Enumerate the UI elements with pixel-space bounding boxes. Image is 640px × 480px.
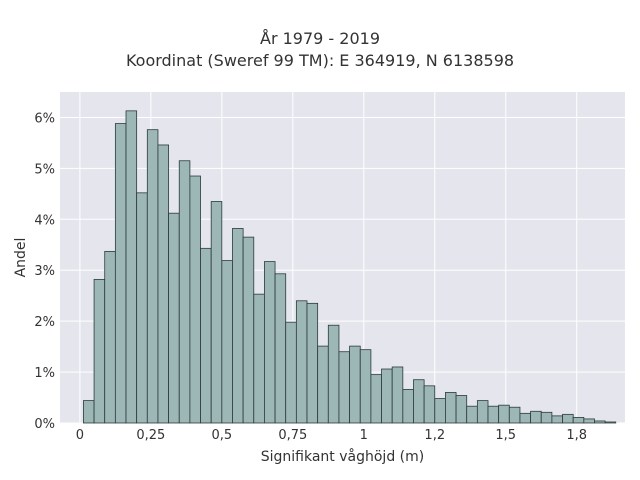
histogram-bar bbox=[232, 228, 244, 424]
histogram-bar bbox=[104, 250, 116, 424]
histogram-bar bbox=[487, 405, 500, 424]
y-tick-label: 4% bbox=[34, 213, 55, 228]
histogram-bar bbox=[508, 406, 521, 424]
histogram-bar bbox=[391, 366, 404, 424]
y-tick-label: 6% bbox=[34, 111, 55, 126]
y-axis-ticks: 0% 1% 2% 3% 4% 5% 6% bbox=[34, 111, 55, 432]
histogram-bar bbox=[317, 345, 329, 424]
histogram-bar bbox=[476, 400, 489, 424]
histogram-bar bbox=[519, 412, 531, 424]
y-tick-label: 3% bbox=[34, 264, 55, 279]
x-axis-label: Signifikant våghöjd (m) bbox=[261, 448, 424, 465]
histogram-bar bbox=[381, 368, 393, 424]
y-tick-label: 2% bbox=[34, 315, 55, 330]
y-tick-label: 1% bbox=[34, 366, 55, 381]
histogram-bar bbox=[146, 129, 159, 424]
x-axis-ticks: 0 0,25 0,5 0,75 1 1,2 1,5 1,8 bbox=[76, 428, 587, 443]
histogram-bar bbox=[583, 418, 595, 424]
histogram-bar bbox=[274, 273, 287, 424]
histogram-bar bbox=[604, 421, 617, 424]
histogram-bar bbox=[540, 411, 553, 424]
histogram-bar bbox=[551, 415, 563, 424]
histogram-bar bbox=[253, 293, 265, 424]
histogram-bar bbox=[200, 247, 212, 424]
histogram-bar bbox=[264, 261, 276, 424]
histogram-bar bbox=[125, 110, 138, 424]
y-tick-label: 0% bbox=[34, 417, 55, 432]
histogram-bar bbox=[402, 388, 414, 424]
histogram-bar bbox=[327, 324, 340, 424]
x-tick-label: 1 bbox=[360, 428, 368, 443]
histogram-bar bbox=[359, 349, 372, 424]
histogram-bar bbox=[295, 300, 308, 424]
x-tick-label: 1,5 bbox=[495, 428, 516, 443]
x-tick-label: 0,75 bbox=[278, 428, 307, 443]
histogram-bar bbox=[338, 351, 350, 424]
histogram-bar bbox=[157, 144, 169, 424]
histogram-bar bbox=[189, 175, 201, 424]
histogram-bar bbox=[285, 321, 297, 424]
y-tick-label: 5% bbox=[34, 162, 55, 177]
x-tick-label: 1,8 bbox=[566, 428, 587, 443]
histogram-bar bbox=[221, 260, 233, 424]
histogram-bar bbox=[498, 404, 510, 424]
grid-lines bbox=[60, 92, 625, 424]
histogram-bar bbox=[178, 160, 191, 424]
histogram-bar bbox=[210, 201, 223, 424]
y-axis-label: Andel bbox=[13, 238, 29, 278]
x-tick-label: 1,2 bbox=[424, 428, 445, 443]
histogram-bar bbox=[93, 278, 106, 424]
x-tick-label: 0,25 bbox=[136, 428, 165, 443]
histogram-bar bbox=[455, 395, 468, 424]
histogram-bar bbox=[413, 379, 425, 424]
histogram-bar bbox=[445, 392, 457, 424]
chart-title: År 1979 - 2019 bbox=[260, 29, 380, 48]
histogram-bar bbox=[594, 420, 606, 424]
x-tick-label: 0 bbox=[76, 428, 84, 443]
histogram-bar bbox=[136, 192, 148, 424]
histogram-bar bbox=[242, 236, 255, 424]
histogram-bar bbox=[466, 405, 478, 424]
histogram-bar bbox=[562, 413, 574, 424]
histogram-bar bbox=[306, 302, 319, 424]
histogram-bar bbox=[168, 212, 180, 424]
chart-subtitle: Koordinat (Sweref 99 TM): E 364919, N 61… bbox=[125, 51, 515, 70]
histogram-bar bbox=[349, 345, 361, 424]
histogram-bar bbox=[423, 385, 436, 424]
histogram-bar bbox=[83, 400, 95, 424]
bars bbox=[83, 110, 617, 424]
histogram-bar bbox=[370, 374, 382, 424]
x-tick-label: 0,5 bbox=[211, 428, 232, 443]
histogram-bar bbox=[530, 410, 542, 424]
histogram-bar bbox=[572, 416, 585, 424]
histogram-bar bbox=[114, 123, 127, 424]
histogram-bar bbox=[434, 398, 446, 424]
